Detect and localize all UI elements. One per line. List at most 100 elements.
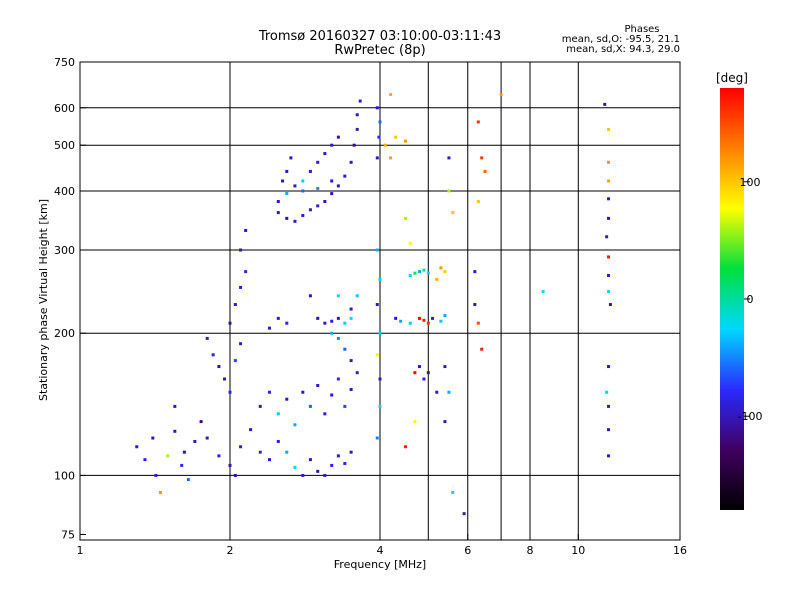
data-point — [343, 461, 347, 465]
data-point — [308, 208, 312, 212]
data-point — [336, 135, 340, 139]
data-point — [413, 371, 417, 375]
data-point — [323, 152, 327, 156]
data-point — [403, 139, 407, 143]
data-point — [375, 248, 379, 252]
data-point — [607, 179, 611, 183]
data-point — [451, 211, 455, 215]
data-point — [375, 436, 379, 440]
data-point — [375, 353, 379, 357]
data-point — [233, 303, 237, 307]
data-point — [267, 390, 271, 394]
data-point — [541, 290, 545, 294]
data-point — [276, 211, 280, 215]
data-point — [267, 326, 271, 330]
data-point — [389, 93, 393, 97]
data-point — [413, 271, 417, 275]
data-point — [378, 331, 382, 335]
data-point — [228, 321, 232, 325]
data-point — [166, 454, 170, 458]
data-point — [480, 156, 484, 160]
colorbar-tick-label: -100 — [738, 410, 763, 423]
data-point — [199, 420, 203, 424]
data-point — [143, 458, 147, 462]
data-point — [355, 294, 359, 298]
data-point — [205, 436, 209, 440]
data-point — [408, 321, 412, 325]
data-point — [378, 404, 382, 408]
y-tick-label: 300 — [54, 244, 75, 257]
data-point — [343, 321, 347, 325]
x-tick-label: 8 — [527, 544, 534, 557]
data-point — [276, 200, 280, 204]
data-point — [607, 404, 611, 408]
data-point — [249, 428, 253, 432]
y-tick-label: 75 — [61, 528, 75, 541]
data-point — [349, 450, 353, 454]
data-point — [267, 458, 271, 462]
data-point — [276, 439, 280, 443]
data-point — [607, 454, 611, 458]
data-point — [316, 204, 320, 208]
x-tick-label: 6 — [464, 544, 471, 557]
data-point — [605, 390, 609, 394]
data-point — [316, 316, 320, 320]
data-point — [205, 336, 209, 340]
data-point — [343, 347, 347, 351]
data-point — [607, 365, 611, 369]
data-point — [443, 365, 447, 369]
data-point — [403, 216, 407, 220]
data-point — [439, 319, 443, 323]
stats-line-o: mean, sd,O: -95.5, 21.1 — [562, 34, 680, 45]
data-point — [151, 436, 155, 440]
x-tick-label: 1 — [77, 544, 84, 557]
data-point — [355, 371, 359, 375]
data-point — [607, 197, 611, 201]
data-point — [316, 160, 320, 164]
data-point — [193, 439, 197, 443]
data-point — [285, 321, 289, 325]
data-point — [301, 189, 305, 193]
data-point — [316, 469, 320, 473]
data-point — [476, 200, 480, 204]
data-point — [422, 318, 426, 322]
colorbar-ticks: 100 0 -100 — [738, 176, 763, 423]
data-point — [349, 307, 353, 311]
data-point — [375, 156, 379, 160]
data-point — [336, 294, 340, 298]
data-point — [135, 445, 139, 449]
data-point — [336, 377, 340, 381]
data-point — [417, 365, 421, 369]
data-point — [378, 277, 382, 281]
data-point — [223, 377, 227, 381]
data-point — [293, 184, 297, 188]
data-point — [323, 473, 327, 477]
data-point — [447, 189, 451, 193]
data-point — [323, 200, 327, 204]
data-point — [443, 420, 447, 424]
data-point — [343, 404, 347, 408]
data-point — [186, 478, 190, 482]
x-tick-label: 4 — [377, 544, 384, 557]
data-point — [499, 93, 503, 97]
data-point — [301, 213, 305, 217]
data-point — [375, 106, 379, 110]
data-point — [285, 216, 289, 220]
data-point — [473, 303, 477, 307]
data-point — [447, 156, 451, 160]
data-point — [158, 491, 162, 495]
data-point — [276, 412, 280, 416]
data-point — [422, 268, 426, 272]
data-point — [435, 390, 439, 394]
data-point — [301, 179, 305, 183]
data-point — [285, 169, 289, 173]
chart-subtitle: RwPretec (8p) — [334, 43, 425, 58]
data-point — [173, 404, 177, 408]
data-point — [413, 420, 417, 424]
data-point — [293, 423, 297, 427]
data-point — [258, 450, 262, 454]
data-point — [349, 316, 353, 320]
data-point — [443, 314, 447, 318]
data-point — [607, 216, 611, 220]
data-point — [336, 336, 340, 340]
